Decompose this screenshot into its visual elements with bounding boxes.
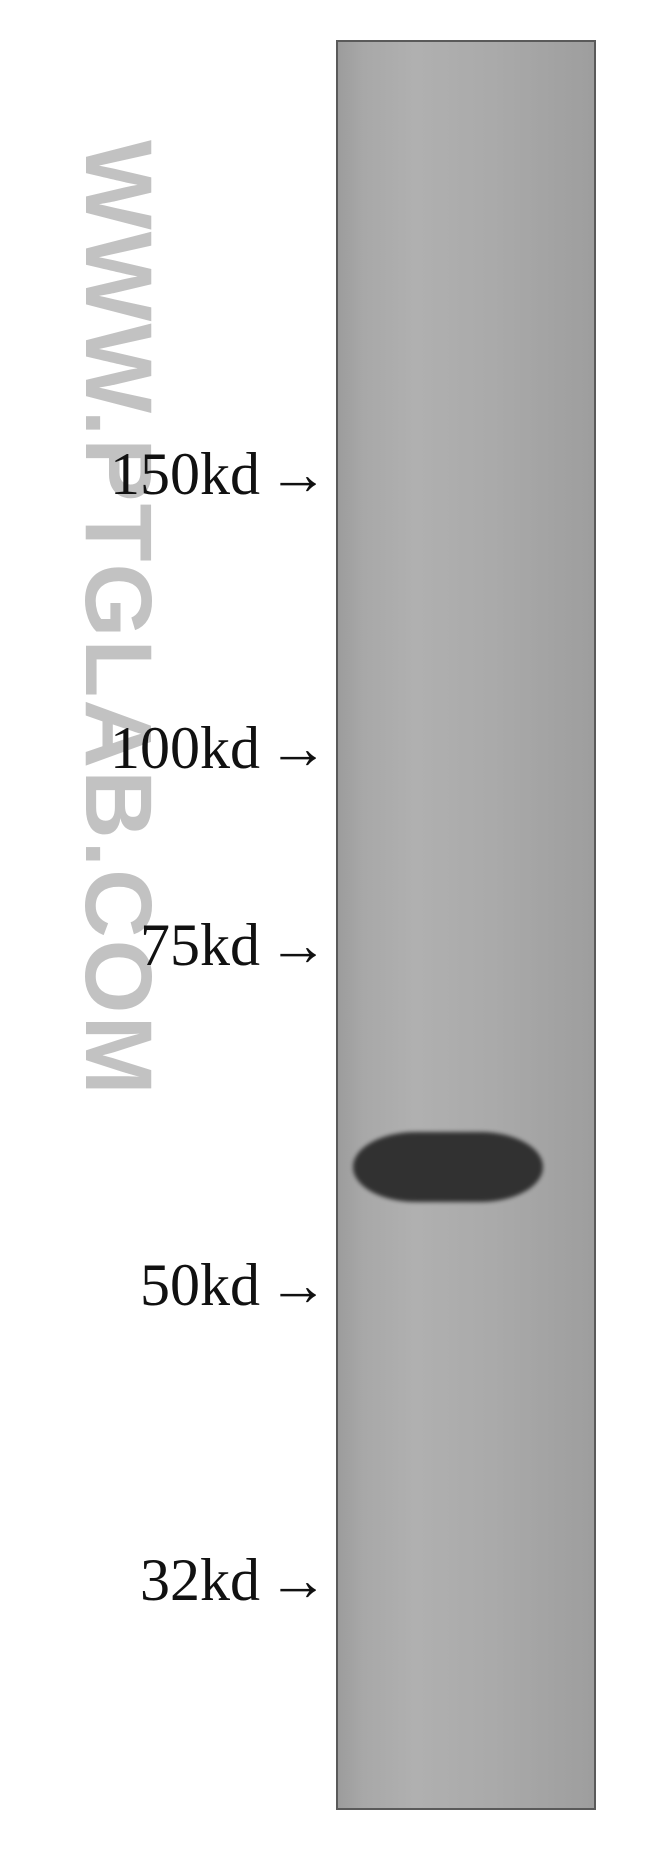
marker-label-75kd: 75kd [140,911,260,980]
marker-100kd: 100kd → [110,718,328,778]
marker-label-100kd: 100kd [110,714,260,783]
arrow-icon: → [268,1550,328,1610]
marker-32kd: 32kd → [140,1550,328,1610]
arrow-icon: → [268,915,328,975]
marker-75kd: 75kd → [140,915,328,975]
blot-lane [336,40,596,1810]
arrow-icon: → [268,718,328,778]
marker-label-32kd: 32kd [140,1546,260,1615]
marker-label-150kd: 150kd [110,440,260,509]
arrow-icon: → [268,444,328,504]
marker-label-50kd: 50kd [140,1251,260,1320]
protein-band-main [353,1132,543,1202]
arrow-icon: → [268,1255,328,1315]
marker-50kd: 50kd → [140,1255,328,1315]
marker-150kd: 150kd → [110,444,328,504]
